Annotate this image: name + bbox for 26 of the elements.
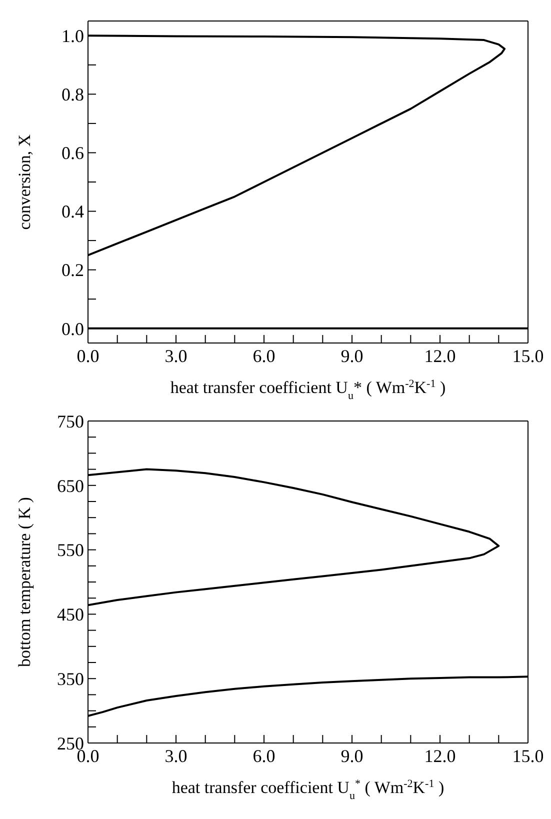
x-tick-label: 3.0	[164, 346, 188, 366]
x-tick-label: 6.0	[252, 746, 276, 766]
x-tick-label: 12.0	[424, 346, 456, 366]
y-tick-label: 0.4	[62, 202, 84, 222]
x-tick-label: 15.0	[512, 346, 544, 366]
y-tick-label: 550	[57, 540, 84, 560]
x-tick-label: 15.0	[512, 746, 544, 766]
x-tick-label: 6.0	[252, 346, 276, 366]
y-tick-label: 750	[57, 411, 84, 432]
y-tick-label: 0.0	[62, 318, 84, 339]
y-tick-label: 0.6	[62, 143, 84, 164]
y-tick-label: 350	[57, 668, 84, 689]
y-tick-label: 450	[57, 604, 84, 625]
y-tick-label: 0.8	[62, 84, 84, 105]
x-axis-title: heat transfer coefficient U$_{u}$$^{*}$ ( Wm$^{-2}$K$^{-1}$ )	[172, 778, 444, 802]
x-tick-label: 3.0	[164, 746, 188, 766]
x-tick-label: 9.0	[340, 346, 364, 366]
y-tick-label: 0.2	[62, 260, 84, 280]
x-tick-label: 0.0	[76, 346, 100, 366]
x-tick-label: 9.0	[340, 746, 364, 766]
y-tick-label: 1.0	[62, 26, 84, 46]
x-axis-title: heat transfer coefficient U$_{u}$* ( Wm$^{-2}$K$^{-1}$ )	[170, 378, 446, 402]
x-tick-label: 12.0	[424, 746, 456, 766]
y-tick-label: 650	[57, 476, 84, 496]
y-axis-title: bottom temperature ( K )	[15, 497, 34, 667]
y-axis-title: conversion, X	[15, 134, 34, 230]
